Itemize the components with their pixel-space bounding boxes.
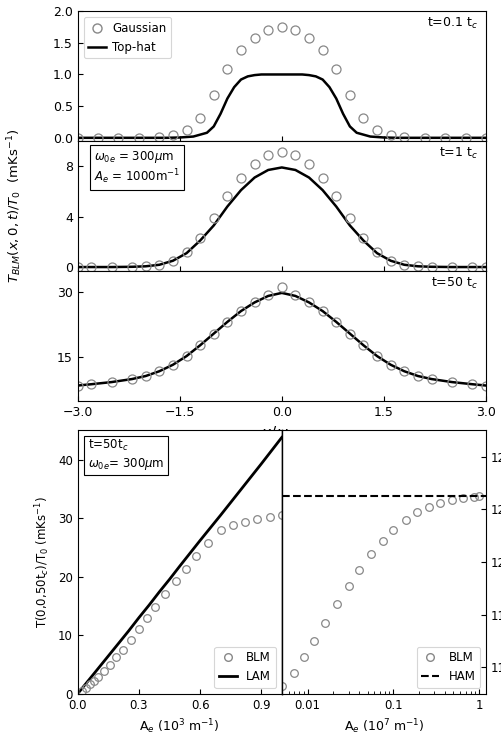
Text: t=1 t$_c$: t=1 t$_c$ xyxy=(439,146,478,161)
X-axis label: A$_e$ (10$^3$ m$^{-1}$): A$_e$ (10$^3$ m$^{-1}$) xyxy=(139,718,220,736)
Legend: Gaussian, Top-hat: Gaussian, Top-hat xyxy=(84,17,171,59)
Legend: BLM, LAM: BLM, LAM xyxy=(214,646,276,688)
Text: t=50t$_c$
$\omega_{0e}$= 300$\mu$m: t=50t$_c$ $\omega_{0e}$= 300$\mu$m xyxy=(88,439,164,472)
Text: t=0.1 t$_c$: t=0.1 t$_c$ xyxy=(427,16,478,31)
X-axis label: A$_e$ (10$^7$ m$^{-1}$): A$_e$ (10$^7$ m$^{-1}$) xyxy=(344,718,424,736)
Text: t=50 t$_c$: t=50 t$_c$ xyxy=(431,276,478,291)
X-axis label: $x/\omega_{0e}$: $x/\omega_{0e}$ xyxy=(261,424,303,443)
Legend: BLM, HAM: BLM, HAM xyxy=(417,646,480,688)
Text: $T_{BLM}(x,0,t)/T_0$  (mKs$^{-1}$): $T_{BLM}(x,0,t)/T_0$ (mKs$^{-1}$) xyxy=(6,128,25,283)
Text: $\omega_{0e}$ = 300$\mu$m
$A_e$ = 1000m$^{-1}$: $\omega_{0e}$ = 300$\mu$m $A_e$ = 1000m$… xyxy=(94,148,180,186)
Y-axis label: T(0,0,50t$_c$)/T$_0$ (mKs$^{-1}$): T(0,0,50t$_c$)/T$_0$ (mKs$^{-1}$) xyxy=(34,496,53,628)
